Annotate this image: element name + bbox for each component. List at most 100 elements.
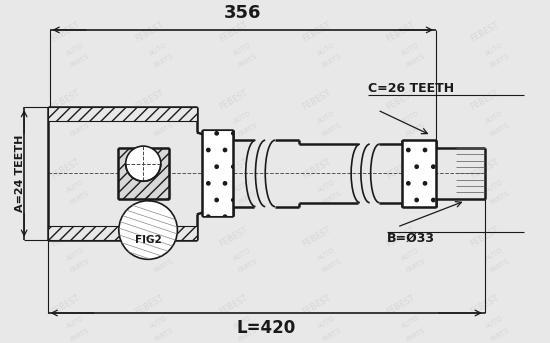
Text: AUTO: AUTO [65,179,85,193]
Text: FEBEST: FEBEST [50,157,81,180]
Text: AUTO: AUTO [317,110,337,125]
Text: FEBEST: FEBEST [469,20,500,44]
Text: PARTS: PARTS [489,121,510,138]
Text: AUTO: AUTO [485,247,504,262]
Text: FEBEST: FEBEST [50,20,81,44]
Text: PARTS: PARTS [405,190,426,206]
Text: A=24 TEETH: A=24 TEETH [15,135,25,212]
Text: AUTO: AUTO [65,247,85,262]
Bar [47,107,197,121]
Text: C=26 TEETH: C=26 TEETH [368,82,454,95]
Text: FEBEST: FEBEST [469,225,500,249]
Text: AUTO: AUTO [149,179,169,193]
Text: FEBEST: FEBEST [301,157,333,180]
Text: FEBEST: FEBEST [301,20,333,44]
Bar [202,130,233,216]
Text: AUTO: AUTO [233,179,253,193]
Text: FEBEST: FEBEST [469,88,500,112]
Text: FEBEST: FEBEST [385,157,417,180]
Text: FEBEST: FEBEST [217,157,249,180]
Text: AUTO: AUTO [317,247,337,262]
Text: AUTO: AUTO [65,42,85,57]
Text: FIG2: FIG2 [135,235,162,245]
Text: AUTO: AUTO [317,315,337,330]
Text: AUTO: AUTO [401,315,421,330]
Text: PARTS: PARTS [69,190,91,206]
Circle shape [119,201,178,259]
Text: FEBEST: FEBEST [217,225,249,249]
Text: AUTO: AUTO [149,42,169,57]
Text: AUTO: AUTO [233,315,253,330]
Text: FEBEST: FEBEST [217,293,249,317]
Text: PARTS: PARTS [153,258,174,274]
Text: 356: 356 [224,4,262,22]
Text: AUTO: AUTO [317,179,337,193]
Text: PARTS: PARTS [489,190,510,206]
Text: FEBEST: FEBEST [385,88,417,112]
Text: AUTO: AUTO [149,110,169,125]
Text: FEBEST: FEBEST [50,293,81,317]
Text: L=420: L=420 [236,319,296,337]
Text: PARTS: PARTS [405,258,426,274]
Text: FEBEST: FEBEST [301,225,333,249]
Text: FEBEST: FEBEST [133,157,165,180]
Text: PARTS: PARTS [153,53,174,69]
Text: PARTS: PARTS [237,190,258,206]
Text: PARTS: PARTS [237,258,258,274]
Text: FEBEST: FEBEST [133,293,165,317]
Text: PARTS: PARTS [237,327,258,342]
Text: FEBEST: FEBEST [133,20,165,44]
Circle shape [125,146,161,181]
Text: FEBEST: FEBEST [301,293,333,317]
Text: FEBEST: FEBEST [50,225,81,249]
Text: AUTO: AUTO [401,179,421,193]
Text: AUTO: AUTO [317,42,337,57]
Text: FEBEST: FEBEST [133,88,165,112]
Text: AUTO: AUTO [485,315,504,330]
Bar [47,226,197,240]
Text: FEBEST: FEBEST [217,88,249,112]
Text: PARTS: PARTS [153,121,174,138]
Text: AUTO: AUTO [233,110,253,125]
Text: PARTS: PARTS [153,190,174,206]
Text: PARTS: PARTS [405,327,426,342]
Text: PARTS: PARTS [69,258,91,274]
Text: FEBEST: FEBEST [301,88,333,112]
Text: AUTO: AUTO [149,315,169,330]
Text: PARTS: PARTS [321,121,342,138]
Text: PARTS: PARTS [237,53,258,69]
Text: PARTS: PARTS [69,53,91,69]
Text: FEBEST: FEBEST [133,225,165,249]
Text: AUTO: AUTO [401,42,421,57]
Text: AUTO: AUTO [401,247,421,262]
Text: AUTO: AUTO [149,247,169,262]
Text: FEBEST: FEBEST [385,293,417,317]
Text: FEBEST: FEBEST [50,88,81,112]
Text: PARTS: PARTS [69,121,91,138]
Text: FEBEST: FEBEST [385,20,417,44]
Text: AUTO: AUTO [485,110,504,125]
Text: PARTS: PARTS [489,327,510,342]
Text: PARTS: PARTS [321,327,342,342]
Text: PARTS: PARTS [237,121,258,138]
Bar [402,140,436,206]
Text: AUTO: AUTO [485,179,504,193]
Text: PARTS: PARTS [321,190,342,206]
Text: FEBEST: FEBEST [469,293,500,317]
Text: AUTO: AUTO [401,110,421,125]
Text: AUTO: AUTO [233,247,253,262]
Text: PARTS: PARTS [489,258,510,274]
Text: PARTS: PARTS [153,327,174,342]
Text: AUTO: AUTO [65,315,85,330]
Text: FEBEST: FEBEST [217,20,249,44]
Text: B=Ø33: B=Ø33 [387,232,435,245]
Text: AUTO: AUTO [485,42,504,57]
Text: AUTO: AUTO [233,42,253,57]
Text: FEBEST: FEBEST [385,225,417,249]
Text: PARTS: PARTS [321,258,342,274]
Text: PARTS: PARTS [69,327,91,342]
Text: AUTO: AUTO [65,110,85,125]
Text: FEBEST: FEBEST [469,157,500,180]
Bar [118,148,169,199]
Text: PARTS: PARTS [489,53,510,69]
